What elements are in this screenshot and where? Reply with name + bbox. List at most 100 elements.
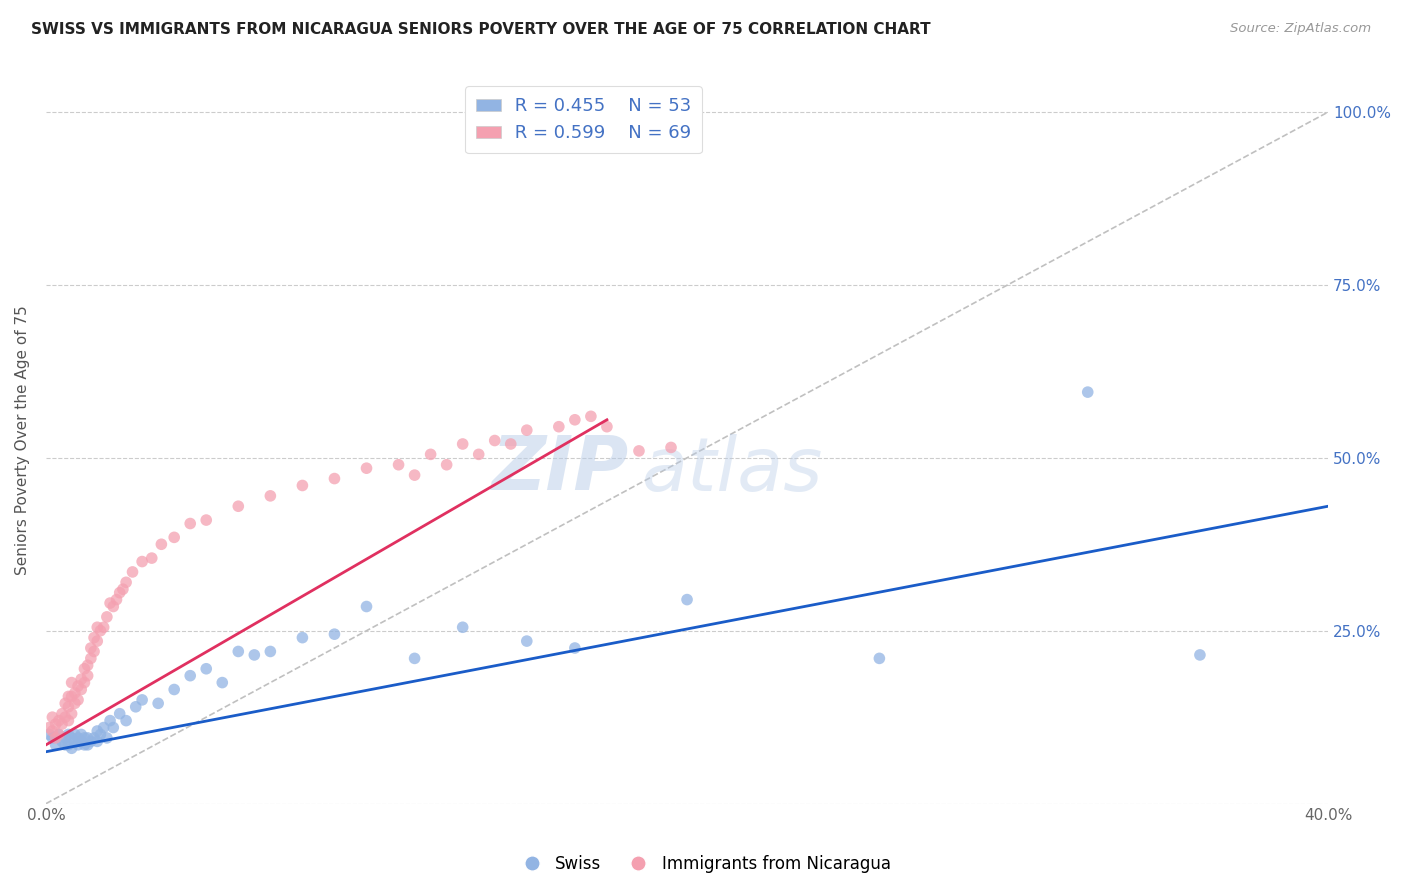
Point bbox=[103, 599, 125, 614]
Point bbox=[60, 741, 83, 756]
Text: atlas: atlas bbox=[643, 434, 824, 506]
Point bbox=[70, 682, 93, 697]
Point bbox=[60, 706, 83, 721]
Point bbox=[86, 634, 108, 648]
Point bbox=[80, 651, 103, 665]
Point bbox=[125, 699, 148, 714]
Point bbox=[1077, 385, 1099, 400]
Point bbox=[163, 530, 186, 544]
Point bbox=[48, 714, 70, 728]
Point bbox=[83, 731, 105, 745]
Point bbox=[96, 610, 118, 624]
Point bbox=[121, 565, 143, 579]
Point bbox=[115, 714, 138, 728]
Point bbox=[467, 447, 489, 461]
Point bbox=[80, 640, 103, 655]
Point bbox=[70, 727, 93, 741]
Point bbox=[58, 738, 80, 752]
Point bbox=[66, 731, 89, 745]
Point bbox=[63, 727, 86, 741]
Point bbox=[103, 721, 125, 735]
Point bbox=[86, 734, 108, 748]
Point bbox=[226, 500, 249, 514]
Point bbox=[38, 721, 60, 735]
Text: SWISS VS IMMIGRANTS FROM NICARAGUA SENIORS POVERTY OVER THE AGE OF 75 CORRELATIO: SWISS VS IMMIGRANTS FROM NICARAGUA SENIO… bbox=[31, 22, 931, 37]
Point bbox=[484, 434, 506, 448]
Point bbox=[291, 631, 314, 645]
Point bbox=[179, 668, 201, 682]
Point bbox=[131, 555, 153, 569]
Point bbox=[41, 724, 63, 739]
Point bbox=[404, 651, 426, 665]
Point bbox=[105, 592, 128, 607]
Point bbox=[179, 516, 201, 531]
Point bbox=[60, 690, 83, 704]
Point bbox=[243, 648, 266, 662]
Point bbox=[579, 409, 602, 424]
Point bbox=[131, 693, 153, 707]
Point bbox=[163, 682, 186, 697]
Point bbox=[41, 710, 63, 724]
Text: Source: ZipAtlas.com: Source: ZipAtlas.com bbox=[1230, 22, 1371, 36]
Point bbox=[53, 731, 76, 745]
Point bbox=[83, 631, 105, 645]
Point bbox=[356, 461, 378, 475]
Point bbox=[211, 675, 233, 690]
Point bbox=[45, 717, 67, 731]
Point bbox=[323, 627, 346, 641]
Point bbox=[86, 620, 108, 634]
Point bbox=[86, 724, 108, 739]
Point bbox=[516, 423, 538, 437]
Point bbox=[356, 599, 378, 614]
Point bbox=[41, 731, 63, 745]
Point bbox=[53, 738, 76, 752]
Point bbox=[108, 706, 131, 721]
Point bbox=[63, 696, 86, 710]
Point bbox=[66, 693, 89, 707]
Point bbox=[51, 734, 73, 748]
Y-axis label: Seniors Poverty Over the Age of 75: Seniors Poverty Over the Age of 75 bbox=[15, 306, 30, 575]
Point bbox=[83, 644, 105, 658]
Point bbox=[73, 675, 96, 690]
Point bbox=[51, 717, 73, 731]
Point bbox=[58, 714, 80, 728]
Point bbox=[53, 696, 76, 710]
Point bbox=[58, 727, 80, 741]
Point bbox=[226, 644, 249, 658]
Point bbox=[76, 731, 98, 745]
Point bbox=[150, 537, 173, 551]
Point bbox=[451, 620, 474, 634]
Point bbox=[547, 419, 569, 434]
Point bbox=[627, 443, 650, 458]
Point bbox=[80, 734, 103, 748]
Point bbox=[63, 734, 86, 748]
Point bbox=[73, 662, 96, 676]
Point bbox=[108, 585, 131, 599]
Legend:  R = 0.455    N = 53,  R = 0.599    N = 69: R = 0.455 N = 53, R = 0.599 N = 69 bbox=[465, 87, 702, 153]
Text: ZIP: ZIP bbox=[492, 434, 630, 506]
Point bbox=[596, 419, 619, 434]
Point bbox=[146, 696, 169, 710]
Point bbox=[53, 710, 76, 724]
Point bbox=[111, 582, 134, 597]
Point bbox=[58, 690, 80, 704]
Point bbox=[195, 513, 218, 527]
Point bbox=[195, 662, 218, 676]
Point bbox=[259, 489, 281, 503]
Point bbox=[96, 731, 118, 745]
Point bbox=[141, 551, 163, 566]
Point bbox=[93, 620, 115, 634]
Point bbox=[115, 575, 138, 590]
Point bbox=[60, 731, 83, 745]
Point bbox=[499, 437, 522, 451]
Point bbox=[73, 731, 96, 745]
Point bbox=[76, 658, 98, 673]
Point bbox=[48, 727, 70, 741]
Point bbox=[38, 727, 60, 741]
Point bbox=[291, 478, 314, 492]
Point bbox=[89, 624, 111, 638]
Point bbox=[1188, 648, 1211, 662]
Point bbox=[45, 731, 67, 745]
Point bbox=[868, 651, 890, 665]
Point bbox=[323, 472, 346, 486]
